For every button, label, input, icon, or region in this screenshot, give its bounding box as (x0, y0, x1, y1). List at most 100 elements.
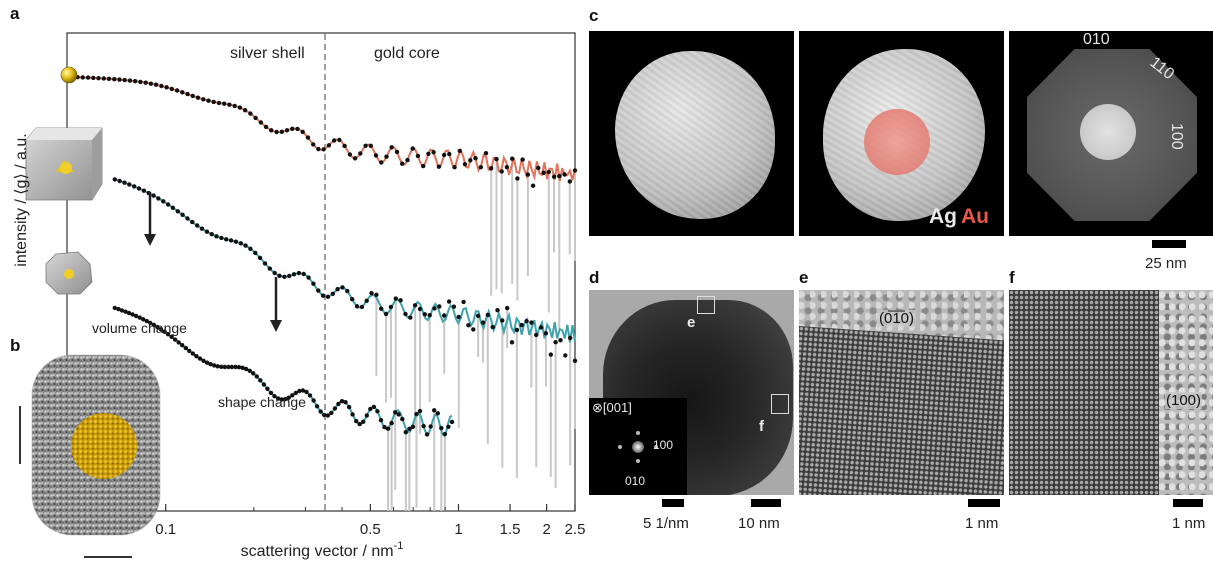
data-point (151, 193, 156, 198)
data-point (480, 320, 486, 325)
data-point (374, 292, 379, 297)
data-point (412, 303, 418, 308)
panel-label-b: b (10, 336, 21, 355)
data-point (268, 390, 274, 396)
x-tick-label: 1 (454, 521, 462, 538)
data-point (224, 237, 229, 242)
data-point (151, 322, 157, 328)
data-point (471, 327, 476, 332)
data-point (91, 75, 96, 81)
zone-axis-label: ⊗[001] (592, 400, 632, 415)
x-tick-label: 0.1 (155, 521, 176, 538)
data-point (275, 396, 281, 401)
fft-010-label: 010 (625, 474, 646, 488)
data-point (534, 332, 539, 338)
data-point (148, 320, 153, 326)
data-point (180, 90, 185, 95)
data-point (398, 298, 403, 303)
panel-label-f: f (1009, 268, 1015, 287)
data-point (237, 105, 243, 110)
data-point (414, 411, 419, 417)
panel-label-a: a (10, 4, 20, 23)
data-point (180, 343, 185, 348)
data-point (258, 378, 263, 383)
data-point (199, 226, 205, 231)
data-point (337, 137, 342, 143)
data-point (233, 239, 239, 244)
data-point (153, 82, 159, 87)
data-point (267, 266, 272, 271)
data-point (174, 88, 180, 93)
data-point (243, 243, 248, 248)
data-point (229, 364, 235, 370)
data-point (354, 304, 360, 309)
data-point (123, 309, 128, 314)
data-point (525, 172, 531, 177)
data-point (567, 179, 572, 184)
data-point (248, 111, 253, 116)
data-point (446, 299, 452, 304)
data-point (393, 410, 398, 415)
data-point (122, 180, 127, 185)
data-point (543, 331, 549, 336)
data-point (383, 311, 389, 317)
data-point (272, 270, 277, 276)
data-point (357, 421, 362, 427)
data-point (261, 382, 267, 387)
data-point (185, 91, 190, 97)
data-point (538, 325, 544, 330)
data-point (169, 86, 174, 92)
data-point (375, 409, 380, 414)
data-point (442, 313, 447, 318)
data-point (369, 291, 374, 296)
data-point (346, 404, 352, 410)
fit-curve (79, 76, 576, 182)
data-point (242, 108, 248, 113)
data-point (138, 79, 143, 85)
facet-100-label: 100 (1168, 123, 1185, 150)
data-point (300, 388, 306, 393)
data-point (410, 146, 415, 151)
data-point (117, 77, 122, 82)
data-point (478, 165, 483, 170)
data-point (379, 306, 384, 311)
data-point (318, 409, 323, 414)
data-point (352, 156, 358, 161)
data-point (354, 418, 359, 424)
data-point (371, 404, 377, 410)
data-point (400, 161, 405, 166)
data-point (335, 287, 340, 292)
data-point (519, 322, 524, 328)
data-point (379, 160, 384, 165)
data-point (385, 426, 391, 431)
data-point (330, 291, 335, 296)
data-point (431, 150, 436, 155)
data-point (126, 310, 132, 316)
data-point (368, 143, 373, 148)
data-point (340, 285, 345, 290)
data-point (257, 255, 263, 261)
down-arrow-icon (270, 277, 282, 332)
data-point (228, 238, 234, 243)
data-point (505, 305, 510, 311)
data-point (442, 431, 448, 437)
panel-c-scalebar-label: 25 nm (1145, 255, 1187, 272)
data-point (101, 76, 107, 81)
panel-e-hrtem-image: (0̅1̅0) (799, 290, 1004, 495)
data-point (176, 340, 181, 345)
saxs-chart: 0.1 0.5 1 1.5 2 2.5 silver shell gold core vo… (13, 32, 585, 560)
shape-change-label: shape change (218, 394, 306, 410)
panel-label-c: c (589, 6, 599, 25)
panel-c-tomogram-ag-au: Ag Au (799, 31, 1004, 236)
data-point (175, 209, 180, 214)
data-point (325, 294, 331, 299)
data-point (277, 273, 282, 278)
facet-0-1-0-label: (0̅1̅0) (877, 310, 917, 327)
data-point (558, 338, 563, 343)
panel-c-scalebar (1152, 240, 1186, 248)
data-point (170, 205, 176, 210)
data-point (499, 169, 504, 174)
data-point (439, 425, 444, 431)
x-ticks: 0.1 0.5 1 1.5 2 2.5 (100, 504, 585, 538)
data-point (282, 274, 287, 279)
